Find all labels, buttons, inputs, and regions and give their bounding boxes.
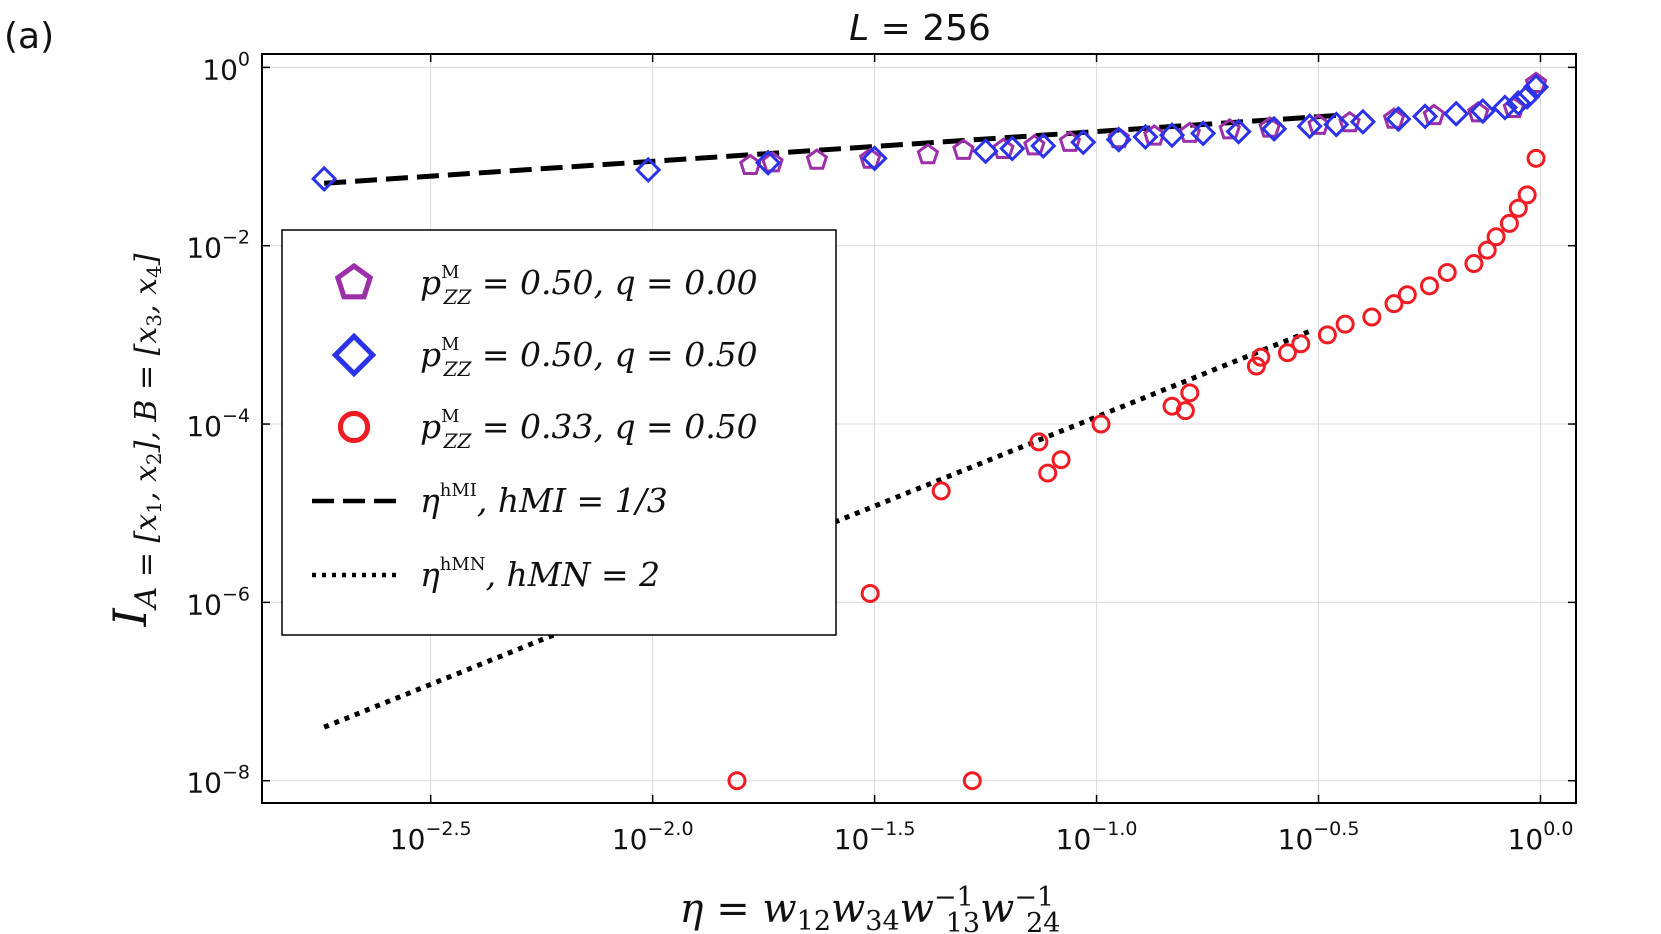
circle-point bbox=[1384, 294, 1404, 314]
legend-marker-circle bbox=[337, 410, 371, 444]
circle-point bbox=[1180, 383, 1200, 403]
circle-point bbox=[1091, 414, 1111, 434]
diamond-point bbox=[635, 156, 662, 184]
circle-point bbox=[1175, 401, 1195, 421]
x-tick-label: 10−1.5 bbox=[834, 818, 916, 856]
x-tick-label: 10−1.0 bbox=[1056, 818, 1138, 856]
diamond-point bbox=[1443, 100, 1470, 127]
pentagon-point bbox=[858, 147, 882, 169]
y-tick-label: 10−4 bbox=[186, 405, 250, 443]
panel-label: (a) bbox=[4, 16, 54, 57]
pentagon-point bbox=[1218, 117, 1242, 140]
grid bbox=[262, 54, 1576, 803]
circle-point bbox=[1335, 314, 1355, 334]
legend-marker-diamond bbox=[331, 332, 377, 378]
axis-ticks: 10−2.5 10−2.0 10−1.5 10−1.0 10−0.5 100.0 100 10… bbox=[186, 48, 1576, 856]
circle-point bbox=[1051, 450, 1071, 470]
pentagon-point bbox=[952, 138, 975, 160]
pentagon-point bbox=[1467, 101, 1490, 123]
x-tick-label: 100.0 bbox=[1508, 818, 1574, 856]
legend-label: pM ZZ = 0.50, q = 0.00 bbox=[420, 262, 758, 309]
chart-title: L = 256 bbox=[849, 8, 991, 49]
diamond-point bbox=[754, 149, 782, 176]
circle-point bbox=[1508, 198, 1528, 218]
diamond-point bbox=[1491, 94, 1519, 121]
diamond-point bbox=[1105, 126, 1132, 153]
diamond-point bbox=[1385, 105, 1412, 133]
circle-point bbox=[1029, 432, 1049, 452]
pentagon-point bbox=[1023, 133, 1046, 156]
diamond-point bbox=[1296, 113, 1323, 140]
diamond-point bbox=[1469, 97, 1496, 125]
circle-point bbox=[1420, 276, 1440, 296]
data-points bbox=[311, 71, 1550, 791]
diamond-point bbox=[861, 145, 888, 172]
circle-point bbox=[931, 481, 951, 501]
diamond-point bbox=[1505, 89, 1532, 117]
diamond-point bbox=[311, 165, 338, 192]
diamond-point bbox=[1522, 73, 1550, 101]
legend-label: pM ZZ = 0.50, q = 0.50 bbox=[420, 334, 758, 381]
pentagon-point bbox=[992, 137, 1015, 159]
legend: pM ZZ = 0.50, q = 0.00 pM ZZ = 0.50, q = 0.… bbox=[281, 229, 837, 636]
y-tick-label: 100 bbox=[202, 48, 250, 86]
circle-point bbox=[1499, 213, 1519, 233]
x-tick-label: 10−0.5 bbox=[1278, 818, 1360, 856]
diamond-point bbox=[1189, 120, 1217, 147]
pentagon-point bbox=[805, 148, 829, 170]
diamond-point bbox=[1514, 83, 1541, 110]
pentagon-point bbox=[1422, 103, 1446, 126]
pentagon-point bbox=[1307, 113, 1330, 135]
diamond-point bbox=[1261, 115, 1288, 143]
pentagon-point bbox=[916, 142, 940, 165]
fit-line-dotted bbox=[323, 327, 1316, 730]
circle-point bbox=[1317, 325, 1337, 345]
circle-point bbox=[1437, 262, 1457, 282]
circle-point bbox=[1517, 185, 1537, 205]
y-tick-label: 10−8 bbox=[186, 762, 250, 800]
diamond-point bbox=[1070, 129, 1097, 156]
legend-label: pM ZZ = 0.33, q = 0.50 bbox=[420, 406, 758, 453]
y-tick-label: 10−6 bbox=[186, 583, 250, 621]
circle-point bbox=[1526, 148, 1546, 168]
y-tick-label: 10−2 bbox=[186, 227, 250, 265]
diamond-point bbox=[999, 135, 1026, 162]
y-axis-label: IA = [x1, x2], B = [x3, x4] bbox=[103, 253, 166, 627]
legend-box bbox=[281, 229, 837, 636]
x-tick-label: 10−2.5 bbox=[390, 818, 472, 856]
circle-point bbox=[727, 771, 747, 791]
diamond-point bbox=[972, 138, 999, 165]
circle-point bbox=[962, 771, 982, 791]
circle-point bbox=[1397, 285, 1417, 305]
circle-point bbox=[1251, 347, 1271, 367]
circle-point bbox=[1291, 334, 1311, 354]
pentagon-point bbox=[1143, 124, 1166, 146]
circle-point bbox=[1464, 254, 1484, 274]
circle-point bbox=[1486, 227, 1506, 247]
circle-point bbox=[1477, 240, 1497, 260]
legend-label: ηhMN, hMN = 2 bbox=[420, 554, 660, 594]
legend-label: ηhMI, hMI = 1/3 bbox=[420, 480, 668, 520]
diamond-point bbox=[1349, 108, 1377, 135]
circle-point bbox=[1246, 356, 1266, 376]
diamond-point bbox=[1158, 122, 1186, 149]
x-axis-label: η = w12w34w−1 13w−1 24 bbox=[680, 882, 1061, 934]
diamond-point bbox=[1132, 123, 1159, 151]
circle-point bbox=[1277, 343, 1297, 363]
x-tick-label: 10−2.0 bbox=[612, 818, 694, 856]
legend-marker-pentagon bbox=[334, 262, 374, 300]
plot-frame bbox=[261, 53, 1577, 804]
diamond-point bbox=[1411, 103, 1439, 130]
circle-point bbox=[1038, 463, 1058, 483]
diamond-point bbox=[1225, 118, 1252, 145]
circle-point bbox=[1362, 307, 1382, 327]
diamond-point bbox=[1030, 132, 1057, 159]
diamond-point bbox=[1323, 111, 1350, 138]
circle-point bbox=[860, 583, 880, 603]
pentagon-point bbox=[1524, 71, 1548, 93]
